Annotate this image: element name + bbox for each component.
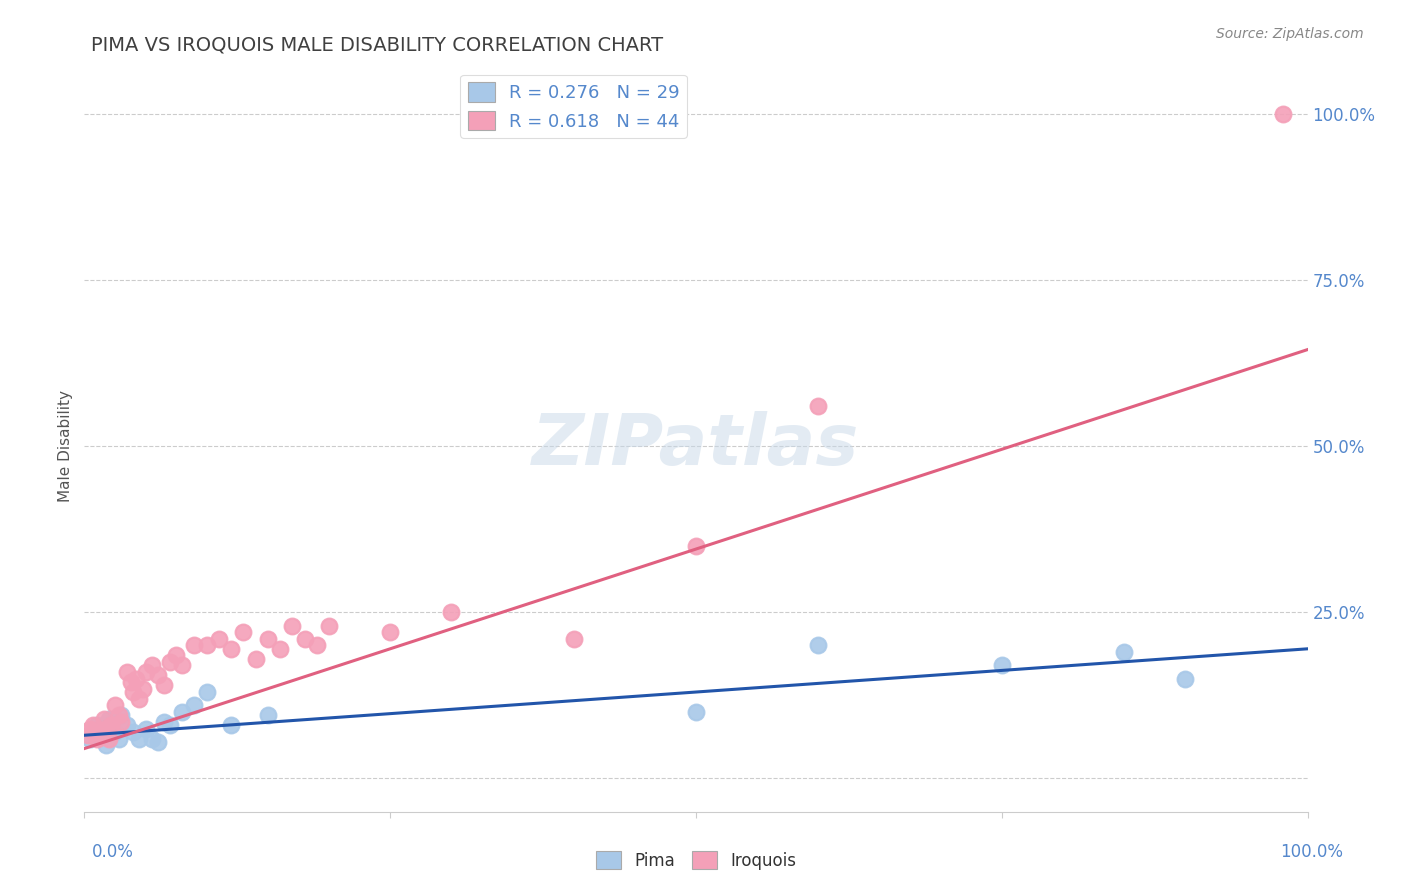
Point <box>219 718 242 732</box>
Point <box>807 639 830 653</box>
Point <box>83 725 105 739</box>
Point <box>245 652 267 666</box>
Point <box>1114 645 1136 659</box>
Point <box>104 725 127 739</box>
Point <box>294 632 316 646</box>
Point <box>141 658 163 673</box>
Point <box>91 722 114 736</box>
Point <box>122 685 145 699</box>
Y-axis label: Male Disability: Male Disability <box>58 390 73 502</box>
Point <box>219 641 242 656</box>
Point <box>991 658 1014 673</box>
Point <box>257 708 280 723</box>
Point <box>183 698 205 713</box>
Point <box>305 639 328 653</box>
Point <box>79 731 101 746</box>
Point <box>257 632 280 646</box>
Point <box>96 722 118 736</box>
Point <box>86 731 108 746</box>
Point <box>110 708 132 723</box>
Point <box>125 672 148 686</box>
Point <box>132 681 155 696</box>
Point <box>77 728 100 742</box>
Point <box>96 738 118 752</box>
Text: ZIPatlas: ZIPatlas <box>533 411 859 481</box>
Point <box>107 731 129 746</box>
Point <box>281 618 304 632</box>
Point <box>380 625 402 640</box>
Point <box>146 668 169 682</box>
Point <box>86 718 108 732</box>
Point <box>135 722 157 736</box>
Point <box>1272 106 1295 120</box>
Point <box>685 705 707 719</box>
Point <box>232 625 254 640</box>
Point <box>1174 672 1197 686</box>
Point <box>79 722 101 736</box>
Point <box>100 714 122 729</box>
Point <box>104 698 127 713</box>
Point <box>195 685 218 699</box>
Point <box>269 641 291 656</box>
Point <box>183 639 205 653</box>
Point <box>107 708 129 723</box>
Point <box>122 725 145 739</box>
Point <box>97 712 120 726</box>
Point <box>82 718 104 732</box>
Point <box>141 731 163 746</box>
Point <box>318 618 340 632</box>
Point <box>100 718 122 732</box>
Point <box>128 731 150 746</box>
Point <box>208 632 231 646</box>
Point <box>93 712 115 726</box>
Point <box>87 725 110 739</box>
Point <box>159 655 181 669</box>
Point <box>153 678 176 692</box>
Point <box>807 399 830 413</box>
Text: 0.0%: 0.0% <box>91 843 134 861</box>
Point <box>110 714 132 729</box>
Text: PIMA VS IROQUOIS MALE DISABILITY CORRELATION CHART: PIMA VS IROQUOIS MALE DISABILITY CORRELA… <box>91 36 664 54</box>
Point <box>90 728 112 742</box>
Point <box>165 648 187 663</box>
Point <box>135 665 157 679</box>
Point <box>172 705 194 719</box>
Point <box>87 728 110 742</box>
Point <box>172 658 194 673</box>
Text: Source: ZipAtlas.com: Source: ZipAtlas.com <box>1216 27 1364 41</box>
Point <box>159 718 181 732</box>
Point <box>115 718 138 732</box>
Point <box>120 675 142 690</box>
Point <box>195 639 218 653</box>
Point <box>685 539 707 553</box>
Legend: Pima, Iroquois: Pima, Iroquois <box>589 845 803 877</box>
Point <box>128 691 150 706</box>
Text: 100.0%: 100.0% <box>1279 843 1343 861</box>
Point <box>97 731 120 746</box>
Point <box>115 665 138 679</box>
Point <box>153 714 176 729</box>
Point <box>562 632 585 646</box>
Point <box>146 735 169 749</box>
Point <box>440 605 463 619</box>
